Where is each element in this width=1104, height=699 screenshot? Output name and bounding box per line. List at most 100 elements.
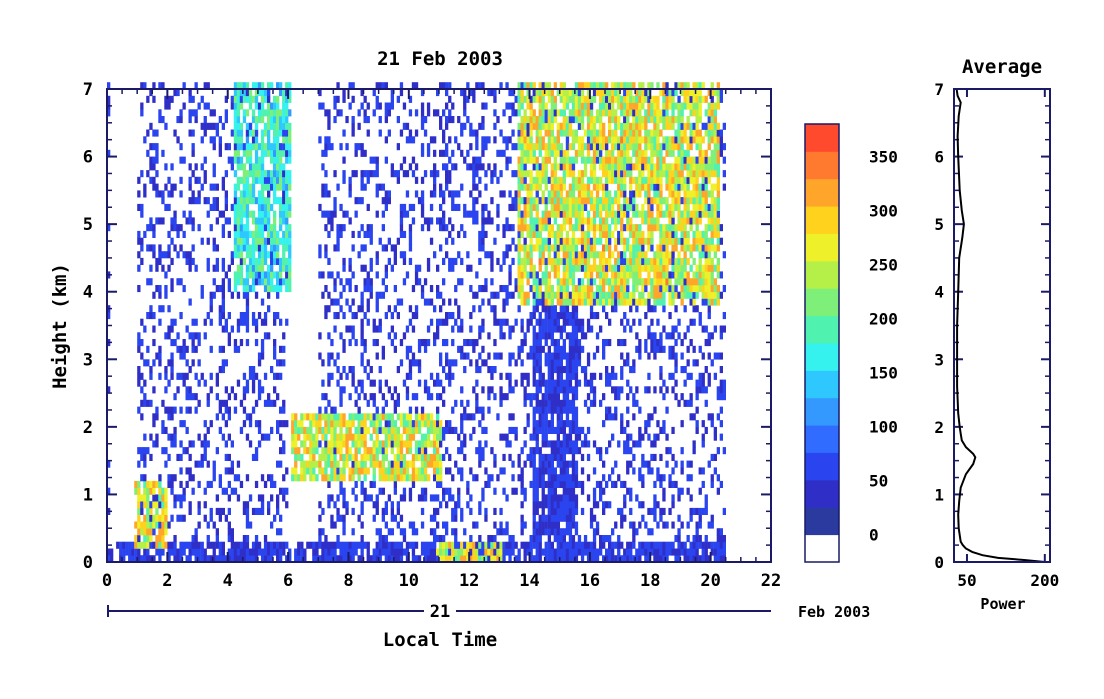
heatmap-cell	[436, 217, 440, 225]
heatmap-cell	[239, 399, 244, 407]
heatmap-cell	[161, 190, 165, 198]
heatmap-cell	[517, 305, 521, 313]
heatmap-cell	[499, 332, 503, 340]
heatmap-cell	[499, 467, 503, 475]
heatmap-cell	[158, 257, 162, 265]
heatmap-cell	[605, 109, 609, 117]
heatmap-cell	[333, 298, 337, 306]
heatmap-cell	[532, 480, 536, 488]
heatmap-cell	[532, 379, 536, 387]
heatmap-cell	[372, 379, 376, 387]
heatmap-cell	[420, 102, 425, 110]
heatmap-cell	[599, 237, 603, 245]
heatmap-cell	[565, 217, 570, 225]
heatmap-cell	[357, 514, 361, 522]
heatmap-cell	[333, 95, 337, 103]
heatmap-cell	[300, 467, 304, 475]
heatmap-cell	[611, 264, 615, 272]
heatmap-cell	[429, 136, 434, 144]
heatmap-cell	[463, 203, 467, 211]
heatmap-cell	[360, 426, 364, 434]
heatmap-cell	[149, 366, 153, 374]
heatmap-cell	[553, 156, 557, 164]
heatmap-cell	[161, 447, 165, 455]
heatmap-cell	[191, 217, 195, 225]
heatmap-cell	[251, 190, 256, 198]
heatmap-cell	[589, 224, 594, 232]
heatmap-cell	[351, 325, 355, 333]
heatmap-cell	[405, 122, 410, 130]
heatmap-cell	[614, 217, 618, 225]
heatmap-cell	[387, 548, 391, 556]
heatmap-cell	[173, 548, 177, 556]
heatmap-cell	[297, 433, 301, 441]
heatmap-cell	[580, 548, 585, 556]
heatmap-cell	[236, 89, 241, 97]
heatmap-cell	[617, 190, 621, 198]
heatmap-cell	[568, 183, 573, 191]
heatmap-cell	[267, 109, 271, 117]
heatmap-cell	[508, 116, 512, 124]
heatmap-cell	[595, 521, 600, 529]
heatmap-cell	[173, 129, 177, 137]
heatmap-cell	[218, 366, 222, 374]
heatmap-cell	[562, 514, 566, 522]
heatmap-cell	[460, 514, 464, 522]
heatmap-cell	[439, 82, 443, 90]
heatmap-cell	[496, 528, 500, 536]
heatmap-cell	[608, 264, 612, 272]
heatmap-cell	[254, 271, 259, 279]
heatmap-cell	[200, 460, 204, 468]
heatmap-cell	[267, 190, 271, 198]
heatmap-cell	[402, 230, 407, 238]
heatmap-cell	[442, 224, 446, 232]
heatmap-cell	[517, 352, 521, 360]
heatmap-cell	[523, 494, 527, 502]
heatmap-cell	[191, 190, 195, 198]
heatmap-cell	[586, 251, 591, 259]
heatmap-cell	[442, 217, 446, 225]
heatmap-cell	[559, 474, 563, 482]
heatmap-cell	[137, 237, 141, 245]
heatmap-cell	[439, 501, 443, 509]
heatmap-cell	[378, 379, 382, 387]
heatmap-cell	[318, 203, 322, 211]
heatmap-cell	[493, 95, 497, 103]
heatmap-cell	[475, 548, 479, 556]
heatmap-cell	[460, 386, 464, 394]
heatmap-cell	[532, 352, 536, 360]
heatmap-cell	[505, 521, 509, 529]
heatmap-cell	[602, 507, 606, 515]
heatmap-cell	[257, 312, 262, 320]
heatmap-cell	[288, 264, 292, 272]
heatmap-cell	[535, 122, 539, 130]
heatmap-cell	[215, 285, 219, 293]
heatmap-cell	[520, 514, 524, 522]
heatmap-cell	[433, 332, 437, 340]
heatmap-cell	[276, 271, 280, 279]
heatmap-cell	[143, 487, 147, 495]
heatmap-cell	[179, 514, 183, 522]
heatmap-cell	[574, 440, 579, 448]
heatmap-cell	[562, 82, 566, 90]
heatmap-cell	[309, 440, 313, 448]
heatmap-cell	[562, 535, 566, 543]
heatmap-cell	[571, 480, 576, 488]
heatmap-cell	[550, 190, 554, 198]
heatmap-cell	[595, 298, 600, 306]
heatmap-cell	[493, 312, 497, 320]
heatmap-cell	[336, 366, 340, 374]
heatmap-cell	[556, 176, 560, 184]
heatmap-cell	[257, 217, 262, 225]
heatmap-cell	[592, 440, 597, 448]
heatmap-cell	[273, 399, 277, 407]
heatmap-cell	[599, 487, 603, 495]
heatmap-cell	[197, 176, 201, 184]
heatmap-cell	[565, 460, 570, 468]
heatmap-cell	[254, 116, 259, 124]
heatmap-cell	[206, 480, 210, 488]
heatmap-cell	[273, 312, 277, 320]
heatmap-cell	[535, 406, 539, 414]
heatmap-cell	[179, 190, 183, 198]
